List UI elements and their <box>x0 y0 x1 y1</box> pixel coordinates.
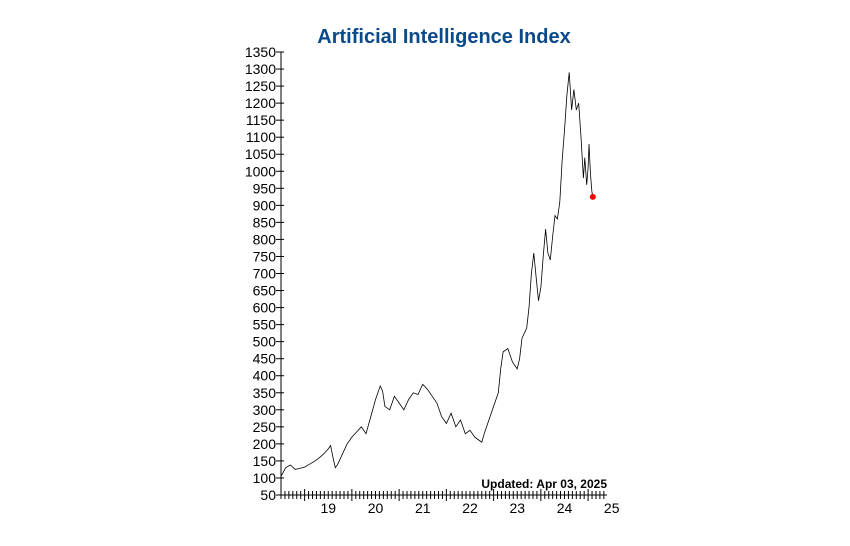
y-tick-label: 100 <box>253 470 277 486</box>
y-tick-label: 750 <box>253 248 277 264</box>
y-tick-label: 500 <box>253 334 277 350</box>
chart-title: Artificial Intelligence Index <box>317 26 571 48</box>
y-tick-label: 1000 <box>245 163 276 179</box>
x-tick-label: 23 <box>509 500 525 516</box>
y-tick-label: 150 <box>253 453 277 469</box>
x-tick-label: 24 <box>557 500 573 516</box>
y-tick-label: 1150 <box>246 112 276 128</box>
y-tick-label: 1200 <box>245 95 276 111</box>
y-tick-label: 1250 <box>245 78 276 94</box>
y-tick-label: 1100 <box>246 129 276 145</box>
y-tick-label: 800 <box>253 231 277 247</box>
y-tick-label: 250 <box>253 419 277 435</box>
updated-label: Updated: Apr 03, 2025 <box>481 477 607 491</box>
x-tick-label: 19 <box>320 500 336 516</box>
y-tick-label: 450 <box>253 351 277 367</box>
y-tick-label: 1350 <box>245 44 276 60</box>
y-tick-label: 950 <box>253 180 277 196</box>
x-tick-label: 22 <box>462 500 478 516</box>
x-axis: 19 20 21 22 23 24 25 <box>280 489 620 516</box>
y-tick-label: 400 <box>253 368 277 384</box>
y-tick-label: 1050 <box>245 146 276 162</box>
y-tick-label: 600 <box>253 300 277 316</box>
last-value-marker <box>589 193 596 200</box>
y-tick-label: 50 <box>260 487 276 503</box>
plot-area <box>280 72 596 477</box>
y-tick-label: 550 <box>253 317 277 333</box>
x-tick-label: 20 <box>368 500 384 516</box>
y-tick-label: 900 <box>253 197 277 213</box>
series-line <box>280 72 594 477</box>
y-tick-label: 650 <box>253 283 277 299</box>
y-tick-label: 850 <box>253 214 277 230</box>
y-axis: 5010015020025030035040045050055060065070… <box>245 44 284 503</box>
y-tick-label: 300 <box>253 402 277 418</box>
y-tick-label: 1300 <box>245 61 276 77</box>
y-tick-label: 350 <box>253 385 277 401</box>
y-tick-label: 200 <box>253 436 277 452</box>
x-tick-label: 21 <box>415 500 431 516</box>
x-tick-label: 25 <box>604 500 620 516</box>
y-tick-label: 700 <box>253 266 277 282</box>
